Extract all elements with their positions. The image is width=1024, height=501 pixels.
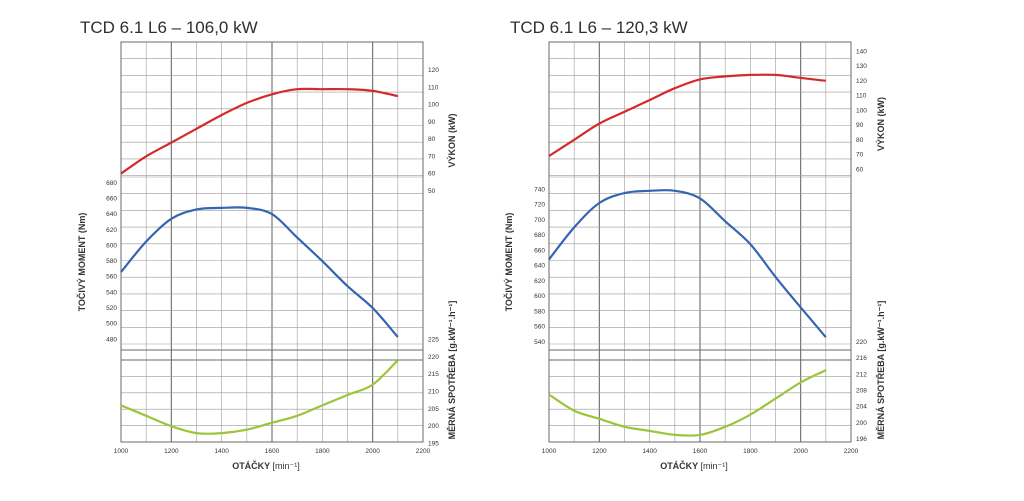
power-tick-label: 140 (856, 48, 867, 55)
torque-tick-label: 700 (534, 217, 545, 224)
consumption-curve (120, 359, 399, 435)
x-tick-label: 1000 (542, 448, 557, 455)
consumption-axis-label: MĚRNÁ SPOTŘEBA [g.kW⁻¹.h⁻¹] (446, 301, 457, 440)
torque-tick-label: 480 (106, 336, 117, 343)
x-tick-label: 2200 (416, 448, 431, 455)
power-tick-label: 100 (856, 107, 867, 114)
x-axis-unit: [min⁻¹] (701, 461, 728, 471)
plot-frame (548, 41, 852, 443)
power-curve (120, 87, 399, 175)
torque-tick-label: 540 (106, 289, 117, 296)
x-tick-label: 1200 (592, 448, 607, 455)
x-tick-label: 1400 (214, 448, 229, 455)
power-tick-label: 90 (428, 119, 436, 126)
x-tick-label: 2000 (365, 448, 380, 455)
torque-tick-label: 720 (534, 202, 545, 209)
consumption-tick-label: 210 (428, 389, 439, 396)
x-tick-label: 1200 (164, 448, 179, 455)
power-tick-label: 70 (856, 152, 864, 159)
x-tick-label: 2200 (844, 448, 859, 455)
torque-tick-label: 520 (106, 305, 117, 312)
x-tick-label: 2000 (793, 448, 808, 455)
power-tick-label: 130 (856, 63, 867, 70)
power-tick-label: 50 (428, 188, 436, 195)
torque-tick-label: 600 (534, 293, 545, 300)
consumption-curve (548, 369, 827, 437)
power-tick-label: 60 (428, 171, 436, 178)
torque-curve (120, 206, 399, 338)
power-axis-label: VÝKON (kW) (446, 113, 457, 167)
torque-tick-label: 620 (534, 278, 545, 285)
power-tick-label: 60 (856, 166, 864, 173)
torque-axis-label: TOČIVÝ MOMENT (Nm) (76, 213, 87, 312)
x-axis-title: OTÁČKY (232, 460, 272, 471)
x-axis-label: OTÁČKY [min⁻¹] (660, 460, 728, 471)
consumption-tick-label: 200 (856, 420, 867, 427)
consumption-tick-label: 208 (856, 388, 867, 395)
chart-title: TCD 6.1 L6 – 120,3 kW (510, 18, 688, 37)
torque-tick-label: 660 (534, 247, 545, 254)
power-tick-label: 80 (428, 136, 436, 143)
consumption-tick-label: 220 (856, 339, 867, 346)
power-tick-label: 110 (856, 93, 867, 100)
consumption-tick-label: 195 (428, 441, 439, 448)
consumption-tick-label: 212 (856, 371, 867, 378)
power-tick-label: 100 (428, 102, 439, 109)
consumption-tick-label: 204 (856, 404, 867, 411)
torque-tick-label: 540 (534, 339, 545, 346)
power-axis-label: VÝKON (kW) (875, 97, 886, 151)
consumption-tick-label: 225 (428, 336, 439, 343)
chart-title: TCD 6.1 L6 – 106,0 kW (80, 18, 258, 37)
torque-tick-label: 500 (106, 321, 117, 328)
x-tick-label: 1600 (693, 448, 708, 455)
consumption-tick-label: 196 (856, 436, 867, 443)
consumption-tick-label: 216 (856, 355, 867, 362)
torque-tick-label: 740 (534, 186, 545, 193)
torque-tick-label: 600 (106, 242, 117, 249)
torque-tick-label: 580 (534, 308, 545, 315)
consumption-tick-label: 205 (428, 406, 439, 413)
engine-chart-2: TCD 6.1 L6 – 120,3 kW 1000 1200 1400 1600 180… (503, 18, 886, 471)
power-tick-label: 90 (856, 122, 864, 129)
power-tick-label: 110 (428, 84, 439, 91)
power-tick-label: 120 (428, 67, 439, 74)
power-tick-label: 80 (856, 137, 864, 144)
x-tick-label: 1800 (743, 448, 758, 455)
x-tick-label: 1600 (265, 448, 280, 455)
torque-tick-label: 560 (534, 324, 545, 331)
torque-curve (548, 189, 827, 338)
x-tick-label: 1800 (315, 448, 330, 455)
power-tick-label: 70 (428, 153, 436, 160)
consumption-axis-label: MĚRNÁ SPOTŘEBA [g.kW⁻¹.h⁻¹] (875, 301, 886, 440)
x-tick-label: 1400 (642, 448, 657, 455)
engine-chart-1: TCD 6.1 L6 – 106,0 kW 1000 1200 1400 1600 180… (76, 18, 457, 471)
torque-tick-label: 680 (106, 180, 117, 187)
torque-tick-label: 680 (534, 232, 545, 239)
power-curve (548, 73, 826, 157)
torque-tick-label: 640 (534, 263, 545, 270)
x-axis-unit: [min⁻¹] (273, 461, 300, 471)
x-tick-label: 1000 (114, 448, 129, 455)
torque-tick-label: 640 (106, 211, 117, 218)
torque-tick-label: 580 (106, 258, 117, 265)
x-axis-title: OTÁČKY (660, 460, 700, 471)
x-axis-label: OTÁČKY [min⁻¹] (232, 460, 300, 471)
consumption-tick-label: 200 (428, 423, 439, 430)
consumption-tick-label: 220 (428, 354, 439, 361)
plot-frame (120, 41, 424, 443)
torque-tick-label: 660 (106, 195, 117, 202)
power-tick-label: 120 (856, 78, 867, 85)
consumption-tick-label: 215 (428, 371, 439, 378)
torque-axis-label: TOČIVÝ MOMENT (Nm) (503, 213, 514, 312)
torque-tick-label: 560 (106, 274, 117, 281)
torque-tick-label: 620 (106, 227, 117, 234)
